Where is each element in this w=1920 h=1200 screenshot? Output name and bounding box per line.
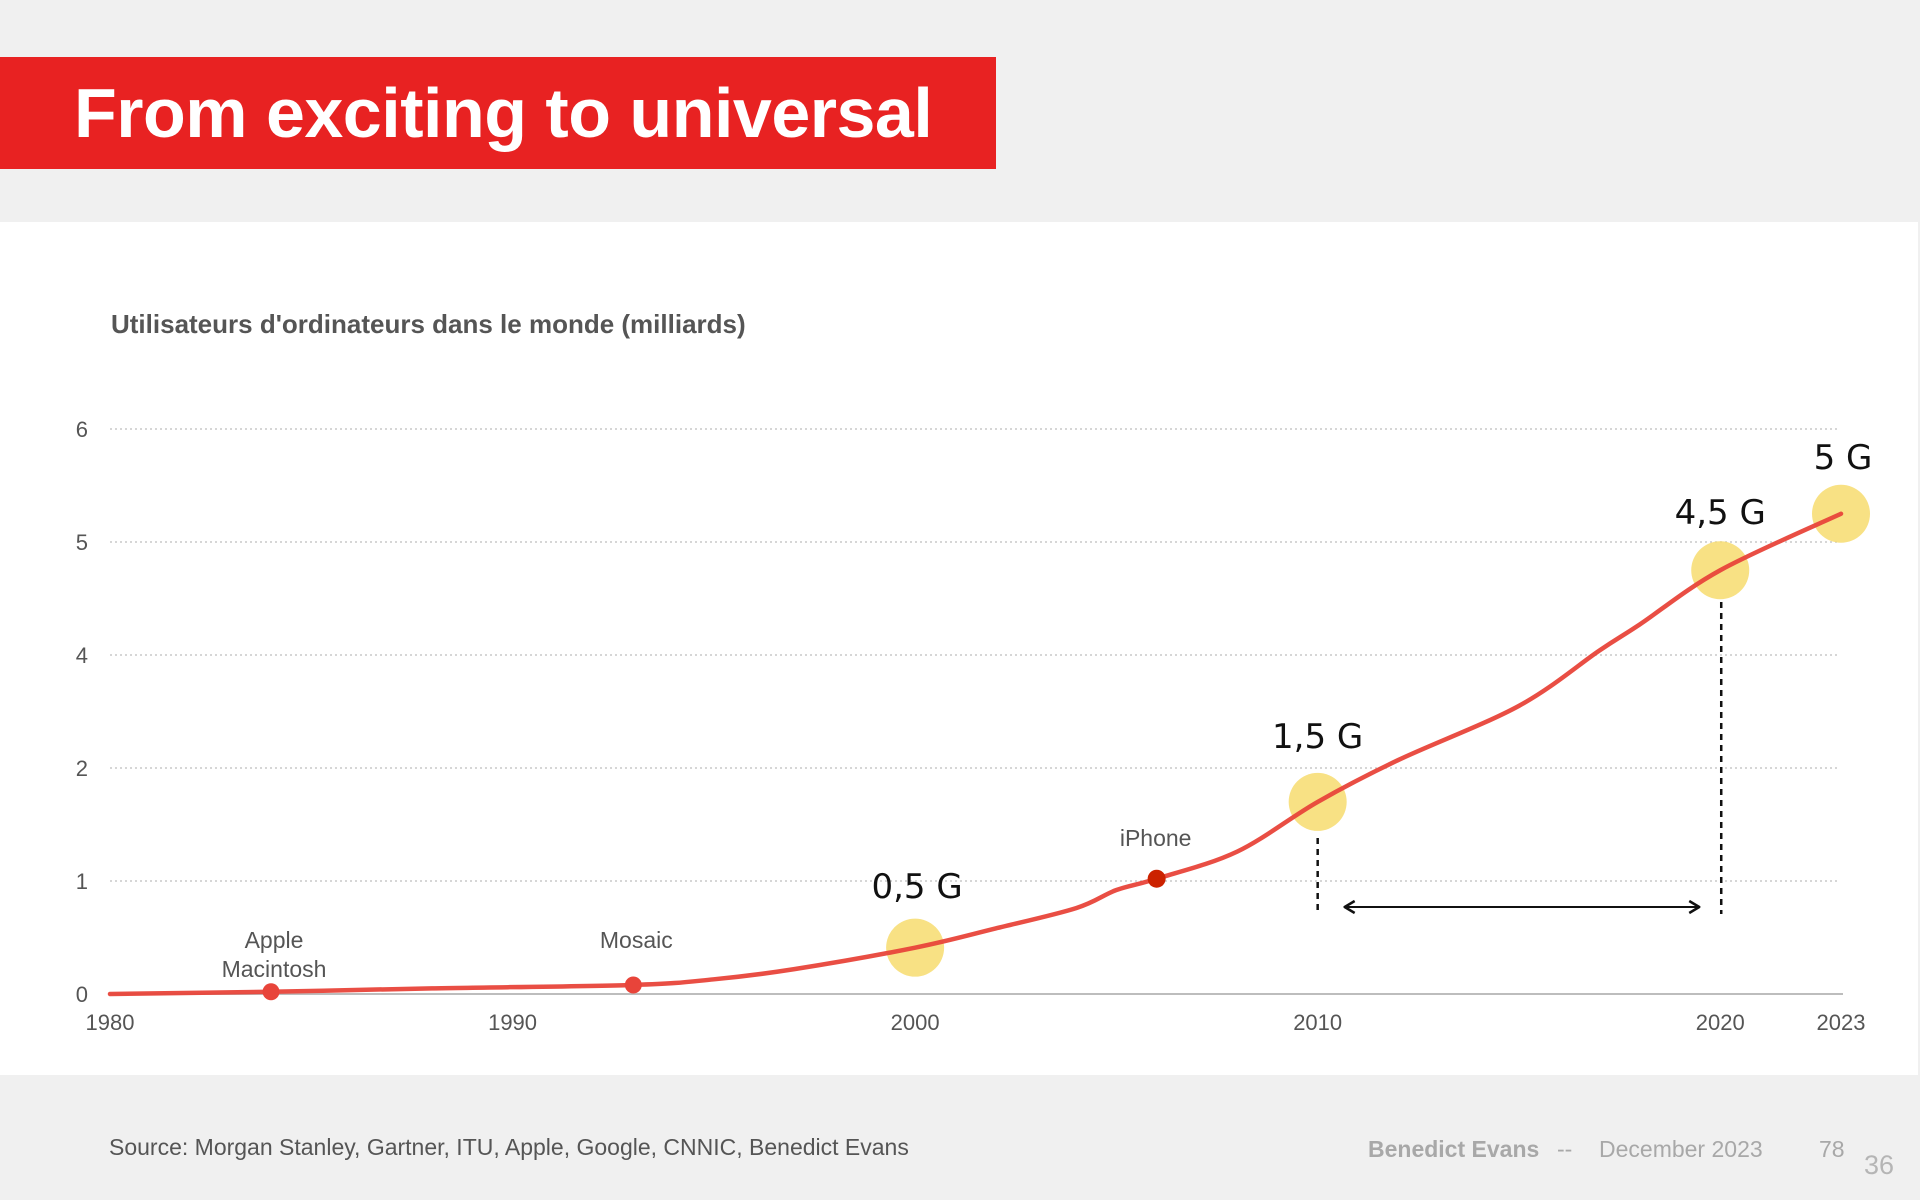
title-banner: From exciting to universal bbox=[0, 57, 996, 169]
highlight-label: 0,5 G bbox=[871, 867, 962, 907]
highlight-label: 5 G bbox=[1814, 438, 1873, 478]
slide-number: 36 bbox=[1864, 1150, 1895, 1180]
chart-title: Utilisateurs d'ordinateurs dans le monde… bbox=[111, 309, 746, 339]
footer-source: Source: Morgan Stanley, Gartner, ITU, Ap… bbox=[109, 1134, 909, 1160]
x-tick-label: 2000 bbox=[891, 1010, 940, 1035]
series-line bbox=[107, 511, 1844, 997]
chart-panel: Utilisateurs d'ordinateurs dans le monde… bbox=[0, 222, 1918, 1075]
footer-page-number: 78 bbox=[1819, 1136, 1845, 1162]
y-tick-label: 4 bbox=[76, 643, 88, 668]
event-marker bbox=[262, 983, 280, 1001]
event-marker bbox=[1147, 869, 1166, 888]
event-label: Macintosh bbox=[222, 956, 327, 982]
arrow-head-left bbox=[1343, 899, 1356, 915]
arrow-head-right bbox=[1688, 899, 1701, 915]
x-tick-label: 2023 bbox=[1817, 1010, 1866, 1035]
line-chart: Utilisateurs d'ordinateurs dans le monde… bbox=[76, 309, 1873, 1035]
event-label: iPhone bbox=[1120, 825, 1192, 851]
x-tick-label: 1980 bbox=[86, 1010, 135, 1035]
footer-separator: -- bbox=[1557, 1136, 1573, 1162]
x-tick-label: 2020 bbox=[1696, 1010, 1745, 1035]
slide-title: From exciting to universal bbox=[74, 74, 933, 152]
y-tick-label: 5 bbox=[76, 530, 88, 555]
event-label: Mosaic bbox=[600, 927, 673, 953]
y-tick-label: 1 bbox=[76, 869, 88, 894]
footer-author: Benedict Evans bbox=[1368, 1136, 1540, 1162]
y-tick-label: 2 bbox=[76, 756, 88, 781]
event-marker bbox=[624, 976, 642, 994]
highlight-label: 4,5 G bbox=[1675, 493, 1766, 533]
footer-date: December 2023 bbox=[1599, 1136, 1763, 1162]
highlight-label: 1,5 G bbox=[1272, 717, 1363, 757]
y-tick-label: 6 bbox=[76, 417, 88, 442]
x-tick-label: 2010 bbox=[1293, 1010, 1342, 1035]
event-label: Apple bbox=[245, 927, 304, 953]
x-tick-label: 1990 bbox=[488, 1010, 537, 1035]
y-tick-label: 0 bbox=[76, 982, 88, 1007]
